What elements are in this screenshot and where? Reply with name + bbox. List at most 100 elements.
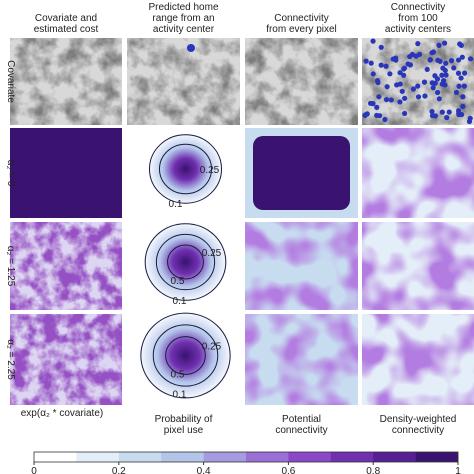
activity-center: [436, 96, 442, 102]
uniform: [10, 128, 122, 218]
home-range: [147, 133, 224, 205]
texture: [245, 38, 358, 125]
panel-caption: connectivity: [275, 425, 327, 436]
activity-center: [429, 113, 436, 119]
contour: [167, 244, 204, 280]
activity-center: [432, 80, 438, 86]
activity-center: [434, 89, 441, 96]
column-header: activity center: [153, 24, 215, 35]
connectivity: [362, 222, 474, 310]
panel: [362, 128, 474, 218]
activity-center: [427, 57, 433, 63]
activity-center: [436, 42, 442, 48]
texture: [10, 38, 122, 125]
activity-center: [401, 72, 407, 78]
colorbar-bin: [246, 452, 289, 462]
home-range: [138, 310, 233, 401]
activity-center: [394, 82, 400, 88]
panel: [362, 38, 474, 125]
activity-center: [442, 82, 448, 88]
column-header: activity centers: [385, 24, 451, 35]
activity-center: [429, 109, 435, 115]
activity-center: [461, 83, 467, 89]
activity-center: [363, 58, 369, 64]
colorbar-bin: [203, 452, 247, 462]
activity-center: [383, 63, 389, 69]
activity-center: [461, 70, 468, 76]
activity-center: [384, 84, 390, 90]
colorbar-tick-label: 0.2: [112, 466, 126, 474]
contour-label: 0.1: [169, 199, 183, 210]
activity-center: [393, 57, 399, 63]
activity-center: [443, 60, 449, 66]
colorbar-frame: [33, 451, 459, 463]
colorbar-tick-label: 0: [31, 466, 37, 474]
contour: [152, 324, 219, 387]
activity-center: [448, 58, 455, 64]
activity-center: [387, 71, 393, 77]
activity-center: [382, 116, 388, 123]
colorbar-bin: [373, 452, 416, 462]
contour: [155, 233, 216, 291]
colorbar-bin: [415, 452, 459, 462]
panel-caption: connectivity: [392, 425, 444, 436]
panel-caption: Potential: [282, 414, 321, 425]
activity-center: [364, 111, 370, 117]
colorbar-bin: [161, 452, 204, 462]
panel-caption: Density-weighted: [380, 414, 457, 425]
row-label: α₂ = 2.25: [5, 339, 16, 380]
contour-label: 0.25: [200, 165, 220, 176]
contour: [159, 143, 212, 195]
texture: [10, 222, 122, 310]
activity-center: [441, 40, 448, 46]
activity-center: [415, 41, 421, 47]
activity-center: [378, 44, 384, 50]
activity-center: [430, 85, 436, 91]
connectivity: [253, 136, 350, 210]
activity-center: [402, 110, 408, 117]
colorbar-tick-label: 0.8: [366, 466, 380, 474]
activity-center: [410, 86, 417, 92]
panel: [245, 222, 358, 310]
colorbar-tick-label: 1: [455, 466, 461, 474]
column-header: Connectivity: [391, 2, 445, 13]
activity-center: [378, 62, 384, 68]
contour-label: 0.1: [173, 390, 187, 401]
contour-label: 0.5: [171, 370, 185, 381]
activity-center: [397, 70, 403, 76]
panel-caption: exp(α₂ * covariate): [21, 408, 103, 419]
activity-center: [439, 72, 445, 78]
panel: 0.25 0.1: [127, 128, 240, 218]
activity-center: [405, 61, 411, 67]
contour: [140, 312, 231, 399]
column-header: Covariate and: [35, 13, 97, 24]
home-range: [142, 221, 229, 303]
activity-center: [457, 41, 463, 47]
panels: 0.25 0.1 0.25 0.5 0.1 0.25 0.5 0.1: [10, 38, 474, 405]
activity-center: [187, 44, 195, 52]
column-header: Predicted home: [148, 2, 218, 13]
activity-center: [456, 83, 462, 89]
panel: [245, 128, 358, 218]
contour-label: 0.1: [173, 296, 187, 307]
row-label: α₂ = 0: [5, 160, 16, 187]
activity-center: [439, 109, 445, 115]
texture: [127, 38, 240, 125]
colorbar-tick-label: 0.4: [197, 466, 211, 474]
activity-center: [383, 96, 390, 103]
contour: [144, 223, 227, 301]
row-label: Covariate: [5, 60, 16, 103]
contour: [165, 336, 206, 375]
column-header: Connectivity: [274, 13, 328, 24]
colorbar-bin: [288, 452, 332, 462]
activity-center: [435, 57, 441, 63]
panel: [10, 38, 122, 125]
activity-center: [397, 99, 403, 105]
panel: [10, 222, 122, 310]
column-header: estimated cost: [34, 24, 99, 35]
activity-center: [421, 79, 428, 85]
panel: [245, 38, 358, 125]
contour-label: 0.25: [202, 248, 222, 259]
colorbar-bin: [76, 452, 120, 462]
